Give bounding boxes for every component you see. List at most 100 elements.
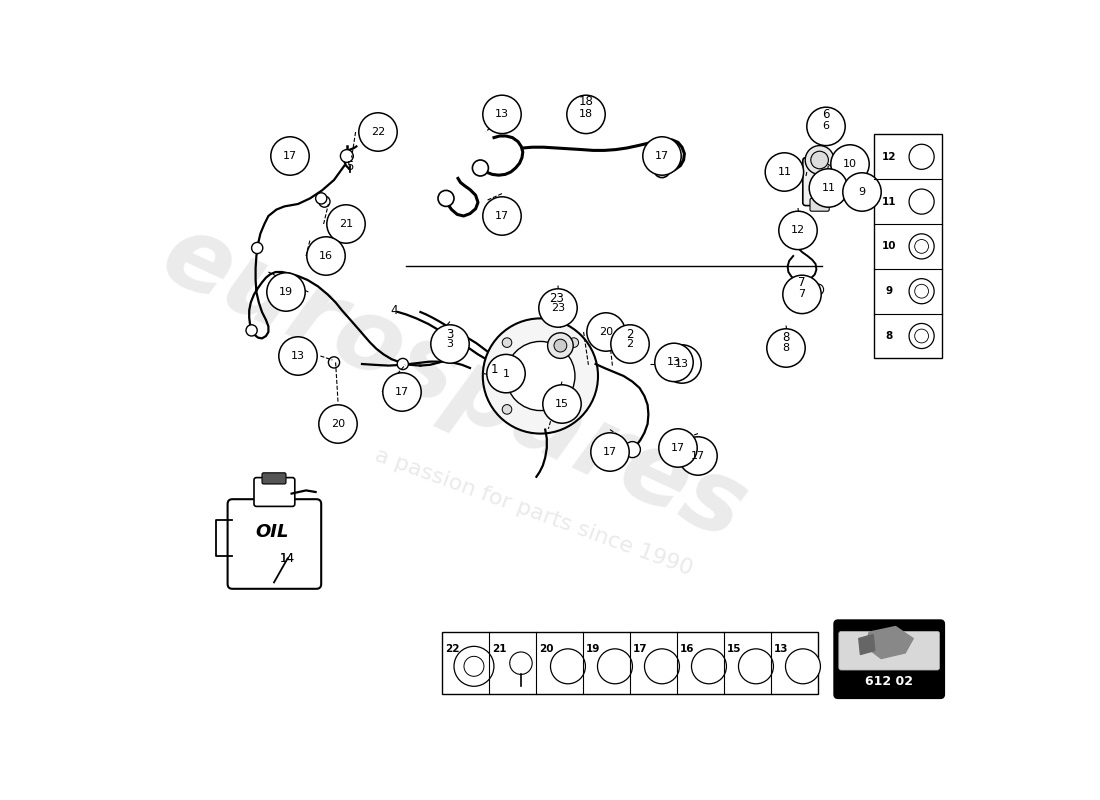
- Circle shape: [464, 656, 484, 676]
- Circle shape: [909, 278, 934, 304]
- Circle shape: [692, 649, 726, 684]
- FancyBboxPatch shape: [834, 620, 945, 698]
- Circle shape: [472, 160, 488, 176]
- Bar: [442, 632, 818, 694]
- Text: 17: 17: [632, 645, 648, 654]
- Circle shape: [539, 289, 578, 327]
- Text: 612 02: 612 02: [866, 675, 913, 688]
- Text: eurospares: eurospares: [146, 206, 761, 562]
- Circle shape: [811, 151, 828, 169]
- Circle shape: [383, 373, 421, 411]
- Text: 17: 17: [395, 387, 409, 397]
- Text: 10: 10: [843, 159, 857, 169]
- Text: 11: 11: [778, 167, 791, 177]
- Text: 1: 1: [503, 369, 509, 378]
- Text: 19: 19: [586, 645, 601, 654]
- Circle shape: [359, 113, 397, 151]
- Text: OIL: OIL: [255, 523, 289, 541]
- Text: 22: 22: [371, 127, 385, 137]
- Text: 16: 16: [680, 645, 694, 654]
- Text: 18: 18: [579, 95, 593, 108]
- Circle shape: [316, 193, 327, 204]
- Circle shape: [625, 442, 640, 458]
- Circle shape: [506, 342, 575, 410]
- Circle shape: [327, 205, 365, 243]
- Circle shape: [915, 284, 928, 298]
- Text: 7: 7: [799, 276, 805, 289]
- Text: 23: 23: [551, 303, 565, 313]
- Text: 3: 3: [447, 339, 453, 349]
- Circle shape: [509, 652, 532, 674]
- Text: 15: 15: [556, 399, 569, 409]
- Circle shape: [483, 318, 598, 434]
- Text: 21: 21: [492, 645, 507, 654]
- Text: 9: 9: [858, 187, 866, 197]
- Circle shape: [806, 107, 845, 146]
- Text: 12: 12: [882, 152, 896, 162]
- Text: 21: 21: [339, 219, 353, 229]
- Circle shape: [487, 354, 525, 393]
- Circle shape: [909, 144, 934, 170]
- Text: 20: 20: [598, 327, 613, 337]
- Circle shape: [767, 329, 805, 367]
- Circle shape: [915, 329, 928, 343]
- Polygon shape: [859, 634, 874, 654]
- Text: 5: 5: [346, 160, 354, 173]
- Text: 17: 17: [283, 151, 297, 161]
- Text: 23: 23: [549, 292, 564, 305]
- Text: 13: 13: [495, 110, 509, 119]
- Text: 13: 13: [774, 645, 789, 654]
- Circle shape: [319, 196, 330, 207]
- Circle shape: [329, 357, 340, 368]
- Circle shape: [779, 211, 817, 250]
- Circle shape: [738, 649, 773, 684]
- Circle shape: [307, 237, 345, 275]
- Text: 12: 12: [791, 226, 805, 235]
- Circle shape: [548, 333, 573, 358]
- Circle shape: [271, 137, 309, 175]
- Circle shape: [810, 169, 848, 207]
- Circle shape: [645, 649, 680, 684]
- Circle shape: [789, 284, 800, 295]
- Circle shape: [569, 405, 579, 414]
- Text: 6: 6: [823, 108, 829, 121]
- Circle shape: [659, 429, 697, 467]
- Circle shape: [843, 173, 881, 211]
- Text: 17: 17: [691, 451, 705, 461]
- Circle shape: [610, 325, 649, 363]
- Circle shape: [542, 385, 581, 423]
- Circle shape: [785, 649, 821, 684]
- Circle shape: [591, 433, 629, 471]
- Circle shape: [503, 405, 512, 414]
- Circle shape: [766, 153, 804, 191]
- Circle shape: [642, 137, 681, 175]
- Circle shape: [554, 339, 566, 352]
- Text: 18: 18: [579, 110, 593, 119]
- Text: 17: 17: [671, 443, 685, 453]
- Circle shape: [801, 284, 812, 295]
- Circle shape: [830, 145, 869, 183]
- Circle shape: [654, 162, 670, 178]
- Text: 17: 17: [603, 447, 617, 457]
- Circle shape: [438, 190, 454, 206]
- Text: 22: 22: [446, 645, 460, 654]
- Bar: [874, 134, 942, 358]
- Text: 15: 15: [727, 645, 741, 654]
- Text: 8: 8: [886, 331, 892, 341]
- Circle shape: [319, 405, 358, 443]
- Circle shape: [431, 325, 470, 363]
- Text: 11: 11: [822, 183, 835, 193]
- Circle shape: [503, 338, 512, 347]
- Text: 14: 14: [280, 552, 295, 565]
- Circle shape: [550, 649, 585, 684]
- Circle shape: [586, 313, 625, 351]
- Text: 2: 2: [626, 339, 634, 349]
- Circle shape: [663, 345, 701, 383]
- Text: 13: 13: [292, 351, 305, 361]
- Circle shape: [909, 189, 934, 214]
- Text: 17: 17: [495, 211, 509, 221]
- Text: 19: 19: [279, 287, 293, 297]
- Circle shape: [915, 239, 928, 254]
- Text: 10: 10: [882, 242, 896, 251]
- Circle shape: [397, 358, 408, 370]
